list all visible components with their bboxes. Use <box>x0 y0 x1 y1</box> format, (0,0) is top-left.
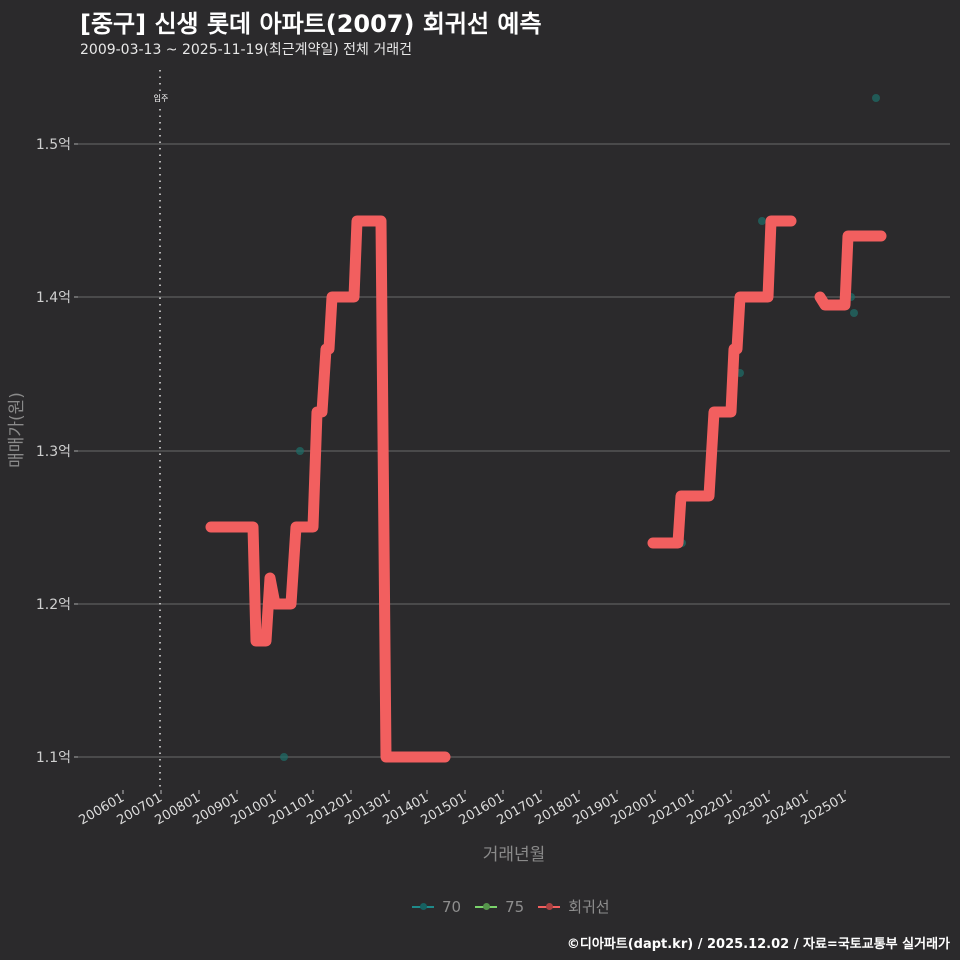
legend-key-regression-icon <box>538 905 561 908</box>
scatter-series-70 <box>280 94 880 761</box>
svg-text:1.5억: 1.5억 <box>36 137 71 153</box>
y-axis-ticks <box>74 143 78 758</box>
legend-item-70: 70 <box>412 898 461 916</box>
legend-item-regression: 회귀선 <box>538 896 610 917</box>
source-credit: ©디아파트(dapt.kr) / 2025.12.02 / 자료=국토교통부 실… <box>566 937 950 952</box>
svg-text:1.1억: 1.1억 <box>36 750 71 766</box>
svg-text:1.4억: 1.4억 <box>36 290 71 306</box>
y-axis-title: 매매가(원) <box>7 392 27 468</box>
y-axis-labels: 1.5억 1.4억 1.3억 1.2억 1.1억 <box>36 137 71 766</box>
legend-key-75-icon <box>475 905 498 908</box>
x-axis-title: 거래년월 <box>483 845 546 865</box>
chart-subtitle: 2009-03-13 ~ 2025-11-19(최근계약일) 전체 거래건 <box>80 42 412 58</box>
gridlines <box>78 143 950 758</box>
x-axis-labels: 200601 200701 200801 200901 201001 20110… <box>77 790 849 828</box>
move-in-label: 입주 <box>154 94 169 103</box>
svg-text:1.3억: 1.3억 <box>36 444 71 460</box>
regression-line <box>205 215 887 763</box>
x-axis-ticks <box>122 790 846 794</box>
chart-legend: 70 75 회귀선 <box>412 896 616 917</box>
legend-key-70-icon <box>412 905 434 908</box>
legend-item-75: 75 <box>475 898 524 916</box>
svg-text:1.2억: 1.2억 <box>36 597 71 613</box>
chart-title: [중구] 신생 롯데 아파트(2007) 회귀선 예측 <box>80 10 542 38</box>
